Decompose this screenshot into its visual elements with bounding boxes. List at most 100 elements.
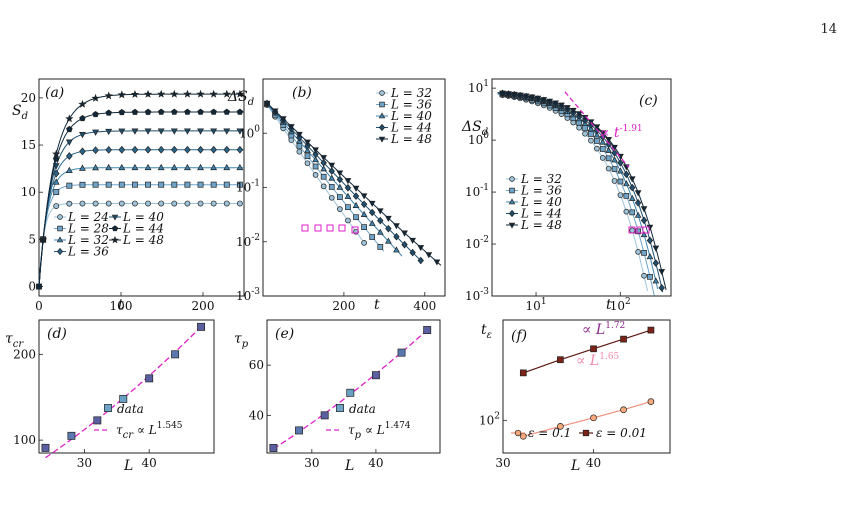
b-point [368,208,376,217]
panel-c: 101​ 102​ 101​ 100​ 10-1​ 10-2​ 10-3​ t ΔSd​ (c) ∝… [461,78,672,313]
a-point [184,145,191,154]
c-legend-marker [508,222,516,229]
panel-e: 30 40 40 60 Lτp​ (e) data τp​ ∝ L1.474​ [234,319,441,474]
b-point [360,210,368,217]
b-legend-label: L = 44 [390,121,432,135]
a-legend-label: L = 48 [122,233,164,247]
b-point [312,147,319,154]
b-point [352,201,360,208]
a-point [210,108,217,115]
a-point [235,89,245,98]
e-point [320,411,329,420]
b-legend-marker [379,101,385,108]
b-legend-label: L = 36 [390,98,432,112]
c-point [593,124,601,131]
a-point [105,200,112,207]
b-legend-marker [378,136,386,143]
c-legend-label: L = 48 [520,218,562,232]
c-point [658,269,666,276]
a-point [92,110,99,118]
b-point [368,219,376,226]
b-point [304,160,311,167]
c-point [534,95,542,102]
b-point [296,143,303,149]
a-point [131,163,139,171]
d-point [93,416,102,425]
b-point [304,146,311,153]
c-point [605,137,613,144]
b-legend-label: L = 32 [390,86,432,100]
c-panel-label: (c) [639,93,658,109]
c-point [628,194,636,201]
a-legend-label: L = 28 [67,222,109,236]
a-xlabel: t [118,297,124,313]
e-xlabel: L [344,458,354,474]
c-point [635,228,641,235]
a-point [236,163,244,171]
a-point [130,90,140,98]
c-point [652,277,660,284]
page-number: 14 [820,22,837,37]
b-fit-marker [314,224,322,232]
c-point [540,97,548,104]
a-point [170,128,178,135]
a-point [184,181,191,188]
f-xlabel: L [570,458,580,474]
a-point [157,89,166,98]
c-point [629,183,636,192]
c-point [634,211,642,218]
a-point [236,145,244,154]
b-point [304,139,311,146]
c-point [652,259,660,267]
a-point [92,200,99,207]
a-point [170,163,178,171]
e-ytick-label: 40 [249,408,264,422]
a-point [143,89,153,98]
b-point [385,215,392,222]
b-legend-marker [378,112,386,119]
e-point [371,371,380,380]
c-point [599,155,606,161]
d-point [171,350,180,359]
a-series-line [38,203,244,287]
c-point [629,227,636,234]
a-legend-marker [56,236,64,243]
b-ytick-label: 10-3​ [236,287,260,303]
a-point [66,182,73,189]
a-point [79,114,86,122]
a-point [131,145,139,154]
c-point [599,138,607,145]
a-point [131,128,139,135]
c-point [623,170,630,179]
a-series-line [38,93,244,287]
d-legend-marker [104,404,112,412]
a-legend-marker [111,225,119,232]
d-xlabel: L [123,458,133,474]
d-ytick-label: 100 [13,433,36,447]
a-point [52,178,60,185]
c-point [569,107,577,115]
e-legend: data τp​ ∝ L1.474​ [326,402,411,441]
a-point [92,163,100,171]
e-point [423,326,432,334]
a-point [104,91,113,100]
c-point [505,91,512,98]
c-point [629,209,636,216]
a-point [223,181,230,188]
c-legend-marker [509,176,515,182]
a-point [36,283,42,290]
c-legend-label: L = 36 [520,184,562,198]
f-point [647,398,655,405]
b-point [312,163,319,170]
c-point [522,93,530,100]
b-point [353,214,359,221]
b-point [336,194,343,200]
c-legend-marker [508,209,516,218]
a-point [53,189,60,196]
d-panel-label: (d) [47,326,67,342]
a-point [223,200,230,207]
b-point [360,200,368,209]
a-point [105,145,113,154]
b-ytick-label: 10-1​ [236,179,260,195]
